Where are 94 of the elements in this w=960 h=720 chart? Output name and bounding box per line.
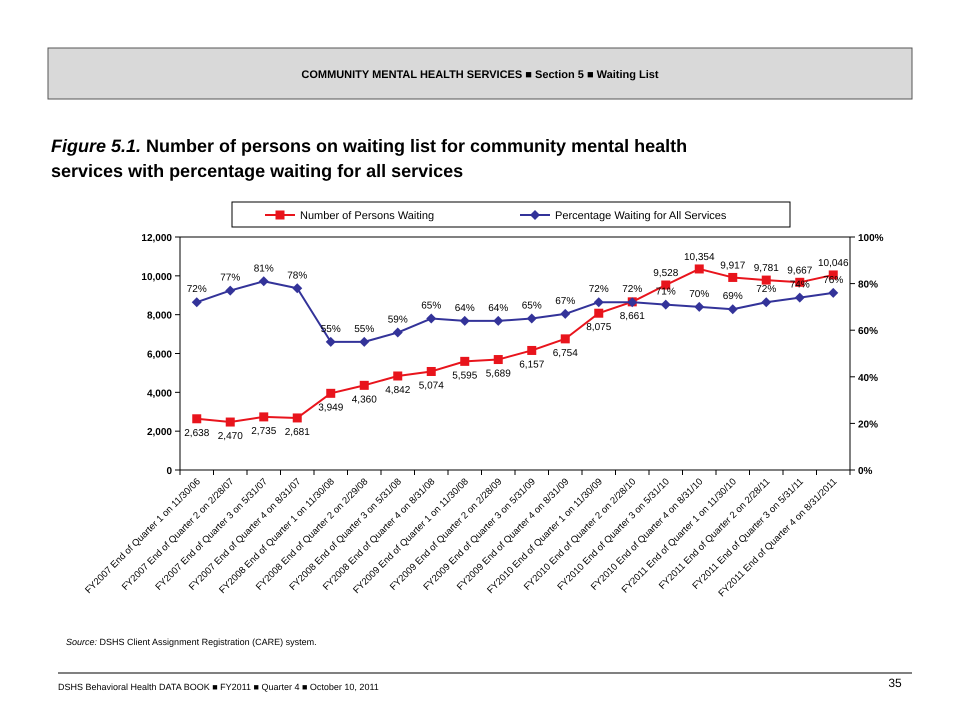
point <box>761 297 772 308</box>
data-label: 4,360 <box>352 394 378 406</box>
text: 35 <box>888 676 902 690</box>
point <box>494 355 503 364</box>
point <box>259 412 268 422</box>
data-label: 74% <box>790 280 810 291</box>
point <box>292 283 302 294</box>
y2-tick-label: 100% <box>858 233 884 244</box>
point <box>258 276 269 286</box>
data-label: 55% <box>354 324 374 335</box>
text: DSHS Behavioral Health DATA BOOK ■ FY2011 ■ Quarter 4 ■ October 10, 2011 <box>58 682 379 692</box>
point <box>728 304 738 314</box>
data-label: 69% <box>722 291 743 302</box>
data-label: 72% <box>588 284 609 296</box>
y-tick-label: 8,000 <box>146 310 172 322</box>
data-label: 2,638 <box>184 428 210 439</box>
y2-tick-label: 60% <box>858 326 878 338</box>
point <box>694 264 704 274</box>
point <box>828 288 838 298</box>
point <box>426 314 436 324</box>
point <box>326 388 336 398</box>
point <box>560 308 570 319</box>
data-label: 10,354 <box>684 252 715 263</box>
data-label: 65% <box>421 300 442 312</box>
data-label: 6,754 <box>552 348 578 359</box>
point <box>225 286 236 296</box>
data-label: 6,157 <box>519 359 545 370</box>
data-label: 5,595 <box>452 370 478 382</box>
data-label: 77% <box>220 272 240 284</box>
data-label: 67% <box>555 296 576 307</box>
data-label: 9,528 <box>653 268 679 279</box>
data-label: 72% <box>756 284 776 296</box>
data-label: 10,046 <box>818 258 849 269</box>
point <box>694 302 704 312</box>
data-label: 9,917 <box>720 260 746 272</box>
data-label: 9,781 <box>754 263 780 274</box>
y-tick-label: 12,000 <box>141 233 172 244</box>
point <box>192 297 202 308</box>
data-label: 65% <box>522 300 542 312</box>
y2-tick-label: 80% <box>858 280 878 291</box>
point <box>728 272 738 282</box>
data-label: 2,681 <box>284 426 310 438</box>
point <box>660 300 671 310</box>
point <box>426 366 436 376</box>
point <box>594 297 604 308</box>
y-tick-label: 10,000 <box>141 272 172 283</box>
data-label: 5,074 <box>418 380 444 392</box>
data-label: 59% <box>388 314 408 326</box>
y2-tick-label: 0% <box>858 466 873 477</box>
point <box>560 334 570 344</box>
data-label: 8,075 <box>586 322 612 334</box>
data-label: 78% <box>287 270 308 282</box>
data-label: 71% <box>656 286 676 298</box>
data-label: 2,735 <box>251 426 277 437</box>
data-label: 64% <box>454 302 475 314</box>
point <box>226 418 235 427</box>
point <box>292 413 302 422</box>
point <box>460 356 470 366</box>
data-label: 9,667 <box>787 265 813 276</box>
y2-tick-label: 40% <box>858 372 878 384</box>
data-label: 4,842 <box>385 384 411 396</box>
data-label: 70% <box>689 288 710 300</box>
point <box>192 414 202 424</box>
data-label: 72% <box>186 284 207 296</box>
legend-label: Number of Persons Waiting <box>300 210 434 222</box>
data-label: 2,470 <box>218 431 244 442</box>
data-label: 64% <box>488 302 508 314</box>
chart-title: Figure 5.1. Number of persons on waiting list for community mental health services with percentage waiting for all services <box>51 136 688 181</box>
point <box>794 292 805 303</box>
point <box>762 276 771 285</box>
point <box>527 346 536 355</box>
y2-tick-label: 20% <box>858 419 878 430</box>
y-tick-label: 6,000 <box>146 350 172 360</box>
y-tick-label: 4,000 <box>146 388 172 400</box>
data-label: 76% <box>823 274 844 286</box>
data-label: 72% <box>622 284 642 296</box>
data-label: 8,661 <box>620 310 646 322</box>
point <box>393 371 402 380</box>
text: COMMUNITY MENTAL HEALTH SERVICES ■ Section 5 ■ Waiting List <box>301 69 659 81</box>
source-note: Source: DSHS Client Assignment Registration (CARE) system. <box>66 637 317 647</box>
legend-label: Percentage Waiting for All Services <box>555 210 727 222</box>
point <box>326 336 336 347</box>
y-tick-label: 2,000 <box>146 427 172 438</box>
point <box>493 316 504 326</box>
point <box>360 380 369 390</box>
data-label: 3,949 <box>318 402 344 414</box>
point <box>594 308 604 318</box>
point <box>526 314 537 324</box>
point <box>359 336 370 347</box>
point <box>392 328 403 338</box>
data-label: 5,689 <box>486 368 512 380</box>
y-tick-label: 0 <box>166 466 172 477</box>
point <box>460 316 470 326</box>
data-label: 81% <box>254 263 274 274</box>
